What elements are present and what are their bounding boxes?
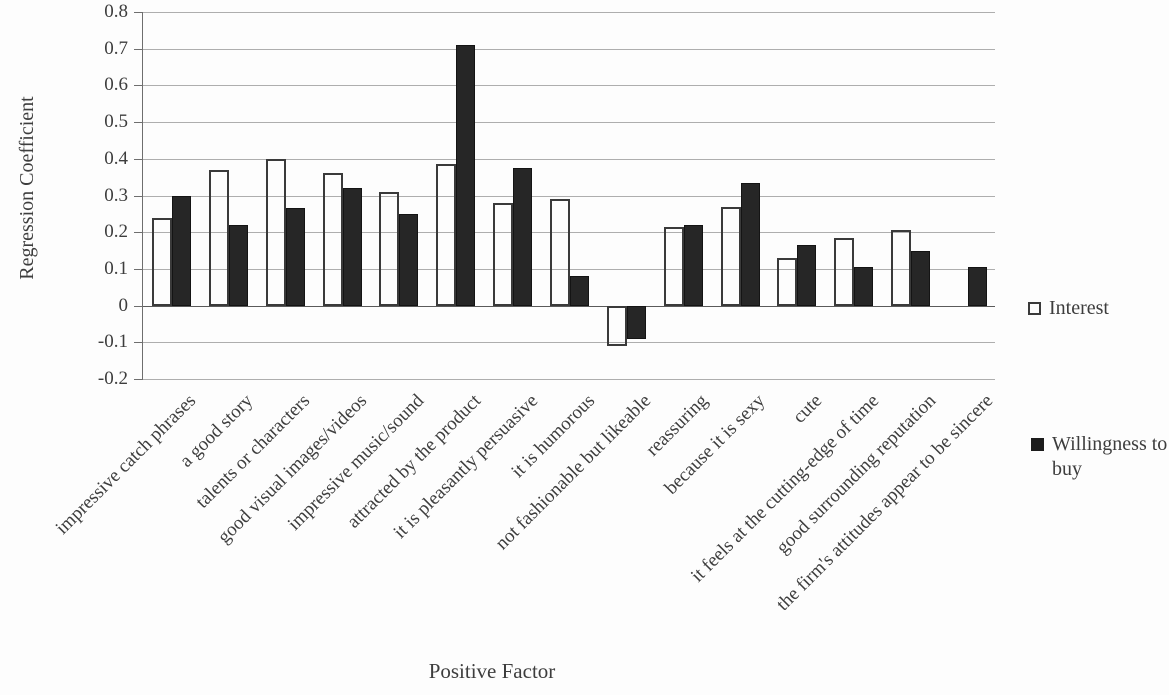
bar-interest (208, 169, 229, 306)
y-tick-label: 0.7 (104, 37, 128, 59)
y-tick-mark (134, 158, 143, 160)
bar-willingness-to-buy (399, 213, 419, 306)
bar-interest (777, 257, 798, 306)
gridline (143, 12, 995, 13)
x-axis-title: Positive Factor (428, 659, 556, 683)
gridline (143, 85, 995, 87)
y-tick-label: -0.2 (97, 368, 128, 389)
bar-interest (663, 226, 684, 306)
y-tick-mark (134, 122, 143, 124)
y-tick-label: 0.5 (104, 111, 128, 133)
bar-willingness-to-buy (171, 195, 191, 306)
y-tick-mark (134, 232, 143, 234)
bar-willingness-to-buy (513, 167, 533, 306)
bar-interest (265, 158, 286, 306)
y-tick-mark (134, 305, 143, 307)
y-tick-mark (134, 12, 143, 13)
bar-interest (151, 217, 172, 306)
bar-willingness-to-buy (228, 224, 248, 306)
bar-willingness-to-buy (911, 250, 931, 306)
y-tick-label: 0.6 (104, 74, 128, 96)
y-tick-mark (134, 342, 143, 344)
bar-willingness-to-buy (570, 276, 589, 306)
bar-interest (606, 305, 627, 346)
gridline (143, 195, 995, 197)
legend-item-willingness-to-buy: Willingness to buy (1031, 432, 1169, 482)
y-tick-mark (134, 85, 143, 87)
legend-item-interest: Interest (1028, 296, 1109, 321)
bar-interest (322, 173, 343, 306)
interest-swatch-icon (1028, 302, 1041, 315)
bar-willingness-to-buy (683, 224, 703, 306)
bar-willingness-to-buy (854, 267, 874, 306)
y-tick-mark (134, 268, 143, 270)
y-tick-label: 0.1 (104, 257, 128, 279)
bar-interest (891, 230, 912, 306)
bar-interest (379, 191, 400, 306)
gridline (143, 48, 995, 50)
y-tick-mark (134, 379, 143, 380)
y-tick-label: 0.2 (104, 221, 128, 243)
y-tick-mark (134, 195, 143, 197)
bar-willingness-to-buy (285, 208, 305, 306)
gridline (143, 379, 995, 380)
bar-willingness-to-buy (740, 182, 760, 306)
y-tick-mark (134, 48, 143, 50)
gridline (143, 158, 995, 160)
bar-willingness-to-buy (456, 45, 476, 306)
y-tick-label: 0.8 (104, 1, 128, 22)
bar-willingness-to-buy (968, 267, 988, 306)
bar-interest (720, 206, 741, 306)
bar-interest (834, 237, 855, 306)
y-tick-label: -0.1 (97, 331, 128, 353)
plot-area (142, 12, 995, 380)
legend-label-interest: Interest (1049, 297, 1109, 319)
y-tick-label: 0.3 (104, 184, 128, 206)
bar-interest (493, 202, 514, 306)
bar-interest (436, 164, 457, 306)
zero-axis-line (143, 305, 995, 307)
y-tick-label: 0.4 (104, 147, 128, 169)
gridline (143, 122, 995, 124)
willingness-swatch-icon (1031, 438, 1044, 451)
y-tick-label: 0 (118, 294, 129, 316)
bar-interest (550, 199, 570, 306)
y-axis-title: Regression Coefficient (16, 96, 38, 280)
bar-willingness-to-buy (626, 305, 646, 339)
gridline (143, 342, 995, 344)
bar-willingness-to-buy (797, 245, 817, 306)
bar-willingness-to-buy (342, 188, 362, 306)
legend-label-willingness: Willingness to buy (1052, 433, 1168, 480)
